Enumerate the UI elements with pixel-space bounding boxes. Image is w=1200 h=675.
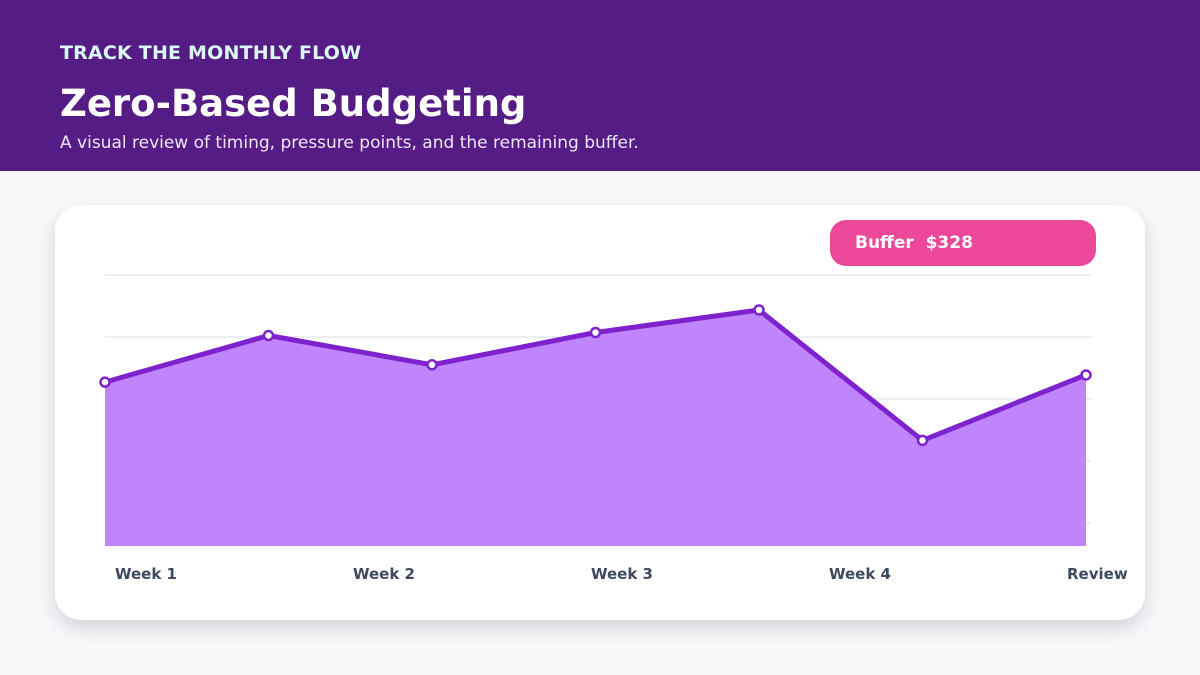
data-point (426, 359, 438, 371)
data-point (1080, 369, 1092, 381)
x-axis-labels: Week 1 Week 2 Week 3 Week 4 Review (115, 565, 1128, 583)
buffer-badge: Buffer $328 (830, 220, 1096, 266)
x-tick-label: Week 1 (115, 565, 177, 583)
series-area (105, 310, 1086, 546)
data-point (99, 376, 111, 388)
x-tick-label: Week 4 (829, 565, 891, 583)
data-point (753, 304, 765, 316)
data-point (916, 434, 929, 447)
x-tick-label: Week 3 (591, 565, 653, 583)
header-banner: TRACK THE MONTHLY FLOW Zero-Based Budget… (0, 0, 1200, 171)
data-point (589, 326, 602, 339)
buffer-value: $328 (925, 233, 973, 253)
series-points (99, 304, 1092, 447)
data-point (262, 329, 275, 342)
buffer-label: Buffer (855, 233, 914, 253)
x-tick-label: Week 2 (353, 565, 415, 583)
x-tick-label: Review (1067, 565, 1128, 583)
eyebrow-text: TRACK THE MONTHLY FLOW (60, 42, 362, 64)
page-subtitle: A visual review of timing, pressure poin… (60, 133, 639, 153)
page-title: Zero-Based Budgeting (60, 82, 527, 125)
